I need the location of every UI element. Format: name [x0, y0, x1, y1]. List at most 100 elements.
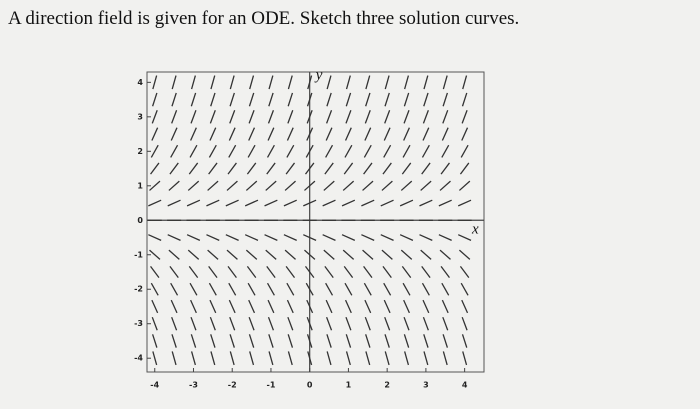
slope-segment — [266, 162, 276, 175]
slope-segment — [208, 282, 217, 296]
slope-segment — [399, 234, 414, 241]
y-tick-label: -1 — [134, 250, 143, 259]
slope-segment — [383, 299, 391, 314]
slope-segment — [248, 334, 255, 348]
slope-segment — [285, 266, 296, 278]
slope-segment — [420, 180, 432, 191]
slope-segment — [307, 75, 313, 90]
slope-segment — [345, 110, 352, 124]
slope-segment — [187, 180, 200, 191]
slope-segment — [225, 234, 239, 241]
slope-segment — [151, 316, 158, 331]
y-tick-label: -4 — [134, 354, 143, 363]
slope-segment — [442, 75, 448, 90]
slope-segment — [342, 249, 355, 260]
slope-segment — [190, 110, 197, 124]
slope-segment — [345, 316, 352, 331]
slope-segment — [229, 334, 235, 348]
slope-segment — [287, 110, 294, 124]
slope-segment — [188, 266, 199, 278]
slope-segment — [304, 162, 315, 175]
slope-segment — [210, 334, 216, 348]
slope-segment — [323, 249, 335, 260]
slope-segment — [287, 334, 294, 348]
x-tick-label: 0 — [307, 381, 313, 390]
slope-segment — [322, 234, 336, 241]
slope-segment — [326, 92, 332, 107]
slope-segment — [384, 316, 391, 331]
slope-segment — [419, 234, 433, 241]
slope-segment — [190, 316, 197, 331]
slope-segment — [341, 234, 356, 241]
slope-segment — [460, 282, 469, 296]
y-tick-label: 4 — [137, 78, 143, 87]
slope-segment — [404, 75, 410, 90]
slope-segment — [381, 249, 393, 260]
slope-segment — [169, 266, 179, 278]
slope-segment — [460, 144, 469, 158]
slope-segment — [423, 334, 429, 348]
slope-segment — [268, 334, 274, 348]
slope-segment — [209, 127, 217, 141]
slope-segment — [440, 162, 450, 175]
slope-segment — [441, 282, 450, 296]
slope-segment — [421, 162, 431, 175]
slope-segment — [461, 110, 468, 124]
x-axis-label: x — [471, 222, 479, 238]
slope-segment — [264, 199, 278, 207]
slope-segment — [150, 144, 159, 158]
slope-segment — [380, 199, 394, 207]
slope-segment — [364, 127, 372, 141]
slope-segment — [246, 266, 257, 278]
slope-segment — [210, 351, 216, 366]
slope-segment — [170, 299, 178, 314]
slope-segment — [326, 75, 332, 90]
slope-segment — [402, 282, 411, 296]
slope-segment — [461, 92, 468, 107]
slope-segment — [209, 110, 216, 124]
slope-segment — [149, 249, 161, 260]
slope-segment — [403, 110, 410, 124]
slope-segment — [266, 266, 276, 278]
slope-segment — [442, 334, 449, 348]
slope-segment — [304, 180, 316, 191]
slope-segment — [325, 127, 333, 141]
slope-segment — [168, 249, 180, 260]
slope-segment — [326, 351, 332, 366]
y-tick-label: 0 — [137, 216, 143, 225]
slope-segment — [365, 351, 371, 366]
slope-segment — [190, 92, 197, 107]
y-tick-label: -2 — [134, 285, 143, 294]
slope-segment — [304, 249, 316, 260]
slope-segment — [247, 282, 256, 296]
slope-segment — [303, 234, 317, 241]
slope-segment — [225, 199, 239, 207]
chart-title: A direction field is given for an ODE. S… — [8, 8, 519, 29]
slope-segment — [284, 249, 296, 260]
slope-segment — [305, 282, 314, 296]
slope-segment — [462, 351, 468, 366]
slope-segment — [439, 249, 451, 260]
slope-segment — [170, 144, 179, 158]
slope-segment — [264, 234, 278, 241]
slope-segment — [206, 199, 220, 207]
slope-segment — [461, 299, 469, 314]
slope-segment — [442, 110, 449, 124]
slope-segment — [287, 351, 293, 366]
slope-segment — [208, 144, 217, 158]
slope-segment — [305, 144, 314, 158]
slope-segment — [324, 266, 334, 278]
slope-segment — [457, 199, 472, 207]
slope-segment — [190, 127, 197, 141]
x-tick-label: 3 — [423, 381, 429, 390]
slope-segment — [226, 180, 238, 191]
slope-segment — [267, 127, 275, 141]
slope-segment — [423, 92, 429, 107]
slope-segment — [249, 75, 255, 90]
slope-segment — [188, 162, 199, 175]
slope-segment — [170, 127, 178, 141]
slope-segment — [325, 144, 334, 158]
slope-segment — [442, 316, 449, 331]
slope-segment — [459, 162, 470, 175]
